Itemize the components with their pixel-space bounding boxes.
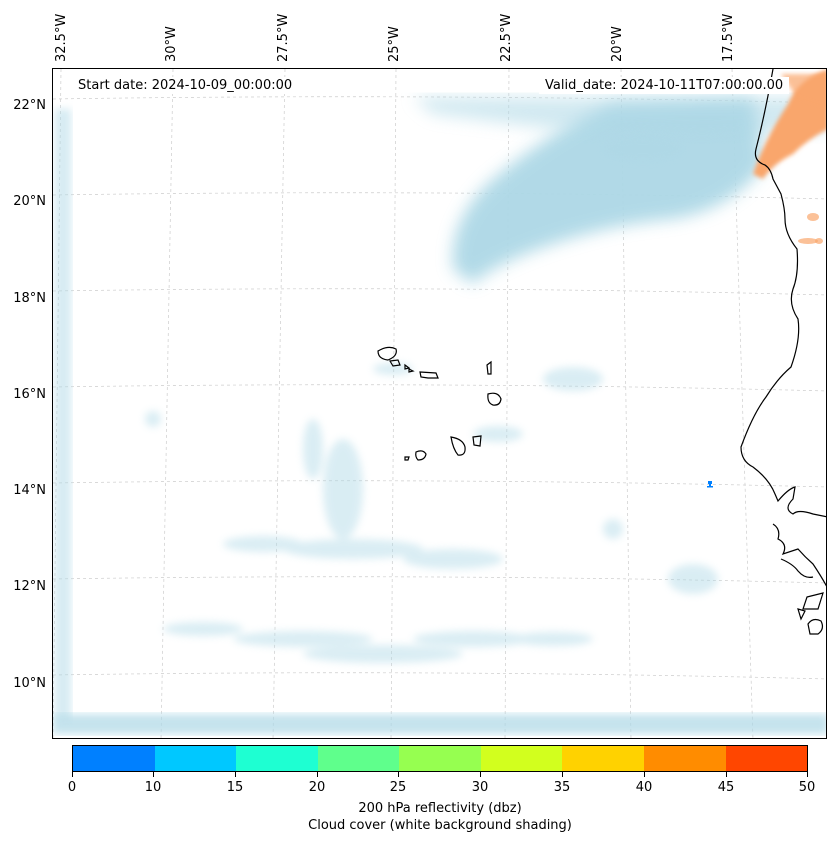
colorbar xyxy=(72,745,808,772)
lon-label-32-5w: 32.5°W xyxy=(54,13,69,62)
lat-label-16n: 16°N xyxy=(13,387,46,402)
colorbar-subtitle: Cloud cover (white background shading) xyxy=(308,818,572,833)
colorbar-tick-label: 20 xyxy=(308,780,326,795)
colorbar-tick xyxy=(726,772,727,777)
colorbar-tick-label: 40 xyxy=(635,780,653,795)
map-canvas xyxy=(53,69,826,738)
reflectivity-shading xyxy=(753,69,826,244)
start-date-label: Start date: 2024-10-09_00:00:00 xyxy=(72,77,299,94)
colorbar-tick xyxy=(480,772,481,777)
colorbar-tick xyxy=(72,772,73,777)
graticule xyxy=(53,69,826,738)
lon-label-20w: 20°W xyxy=(610,26,625,62)
lat-label-20n: 20°N xyxy=(13,194,46,209)
colorbar-segment xyxy=(643,746,726,771)
lon-label-27-5w: 27.5°W xyxy=(276,13,291,62)
colorbar-segment xyxy=(562,746,644,771)
lat-label-12n: 12°N xyxy=(13,579,46,594)
colorbar-segment xyxy=(73,746,155,771)
colorbar-tick xyxy=(317,772,318,777)
colorbar-tick-label: 45 xyxy=(717,780,735,795)
colorbar-segment xyxy=(480,746,563,771)
cloud-cover-shading xyxy=(53,97,826,734)
colorbar-tick xyxy=(807,772,808,777)
colorbar-segment xyxy=(725,746,808,771)
lon-label-25w: 25°W xyxy=(387,26,402,62)
map-panel xyxy=(52,68,827,739)
colorbar-tick xyxy=(398,772,399,777)
colorbar-tick xyxy=(644,772,645,777)
colorbar-segment xyxy=(236,746,318,771)
colorbar-segment xyxy=(399,746,481,771)
colorbar-tick-label: 15 xyxy=(226,780,244,795)
colorbar-title: 200 hPa reflectivity (dbz) xyxy=(358,801,522,816)
colorbar-tick-label: 50 xyxy=(798,780,816,795)
lon-label-30w: 30°W xyxy=(164,26,179,62)
colorbar-tick-label: 30 xyxy=(471,780,489,795)
colorbar-tick-label: 0 xyxy=(67,780,77,795)
colorbar-tick xyxy=(562,772,563,777)
colorbar-tick xyxy=(153,772,154,777)
reflectivity-marker xyxy=(707,481,713,488)
lat-label-14n: 14°N xyxy=(13,483,46,498)
colorbar-tick-label: 25 xyxy=(389,780,407,795)
lat-label-18n: 18°N xyxy=(13,291,46,306)
lon-label-17-5w: 17.5°W xyxy=(721,13,736,62)
colorbar-tick-label: 35 xyxy=(553,780,571,795)
colorbar-tick-label: 10 xyxy=(144,780,162,795)
lat-label-22n: 22°N xyxy=(13,98,46,113)
colorbar-segment xyxy=(317,746,400,771)
lon-label-22-5w: 22.5°W xyxy=(499,13,514,62)
lat-label-10n: 10°N xyxy=(13,676,46,691)
valid-date-label: Valid_date: 2024-10-11T07:00:00.00 xyxy=(539,77,790,94)
coastline-africa xyxy=(740,69,826,635)
colorbar-segment xyxy=(154,746,237,771)
colorbar-tick xyxy=(235,772,236,777)
cape-verde-islands xyxy=(377,346,502,461)
